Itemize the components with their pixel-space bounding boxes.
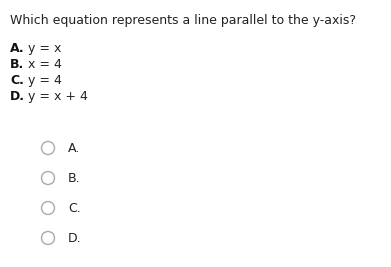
Text: A.: A. [10,42,25,55]
Text: y = x + 4: y = x + 4 [28,90,88,103]
Text: D.: D. [10,90,25,103]
Text: C.: C. [68,202,81,214]
Text: y = x: y = x [28,42,61,55]
Text: Which equation represents a line parallel to the y-axis?: Which equation represents a line paralle… [10,14,356,27]
Text: B.: B. [68,171,81,184]
Text: x = 4: x = 4 [28,58,62,71]
Text: D.: D. [68,231,82,245]
Text: C.: C. [10,74,24,87]
Text: B.: B. [10,58,24,71]
Text: y = 4: y = 4 [28,74,62,87]
Text: A.: A. [68,142,80,155]
